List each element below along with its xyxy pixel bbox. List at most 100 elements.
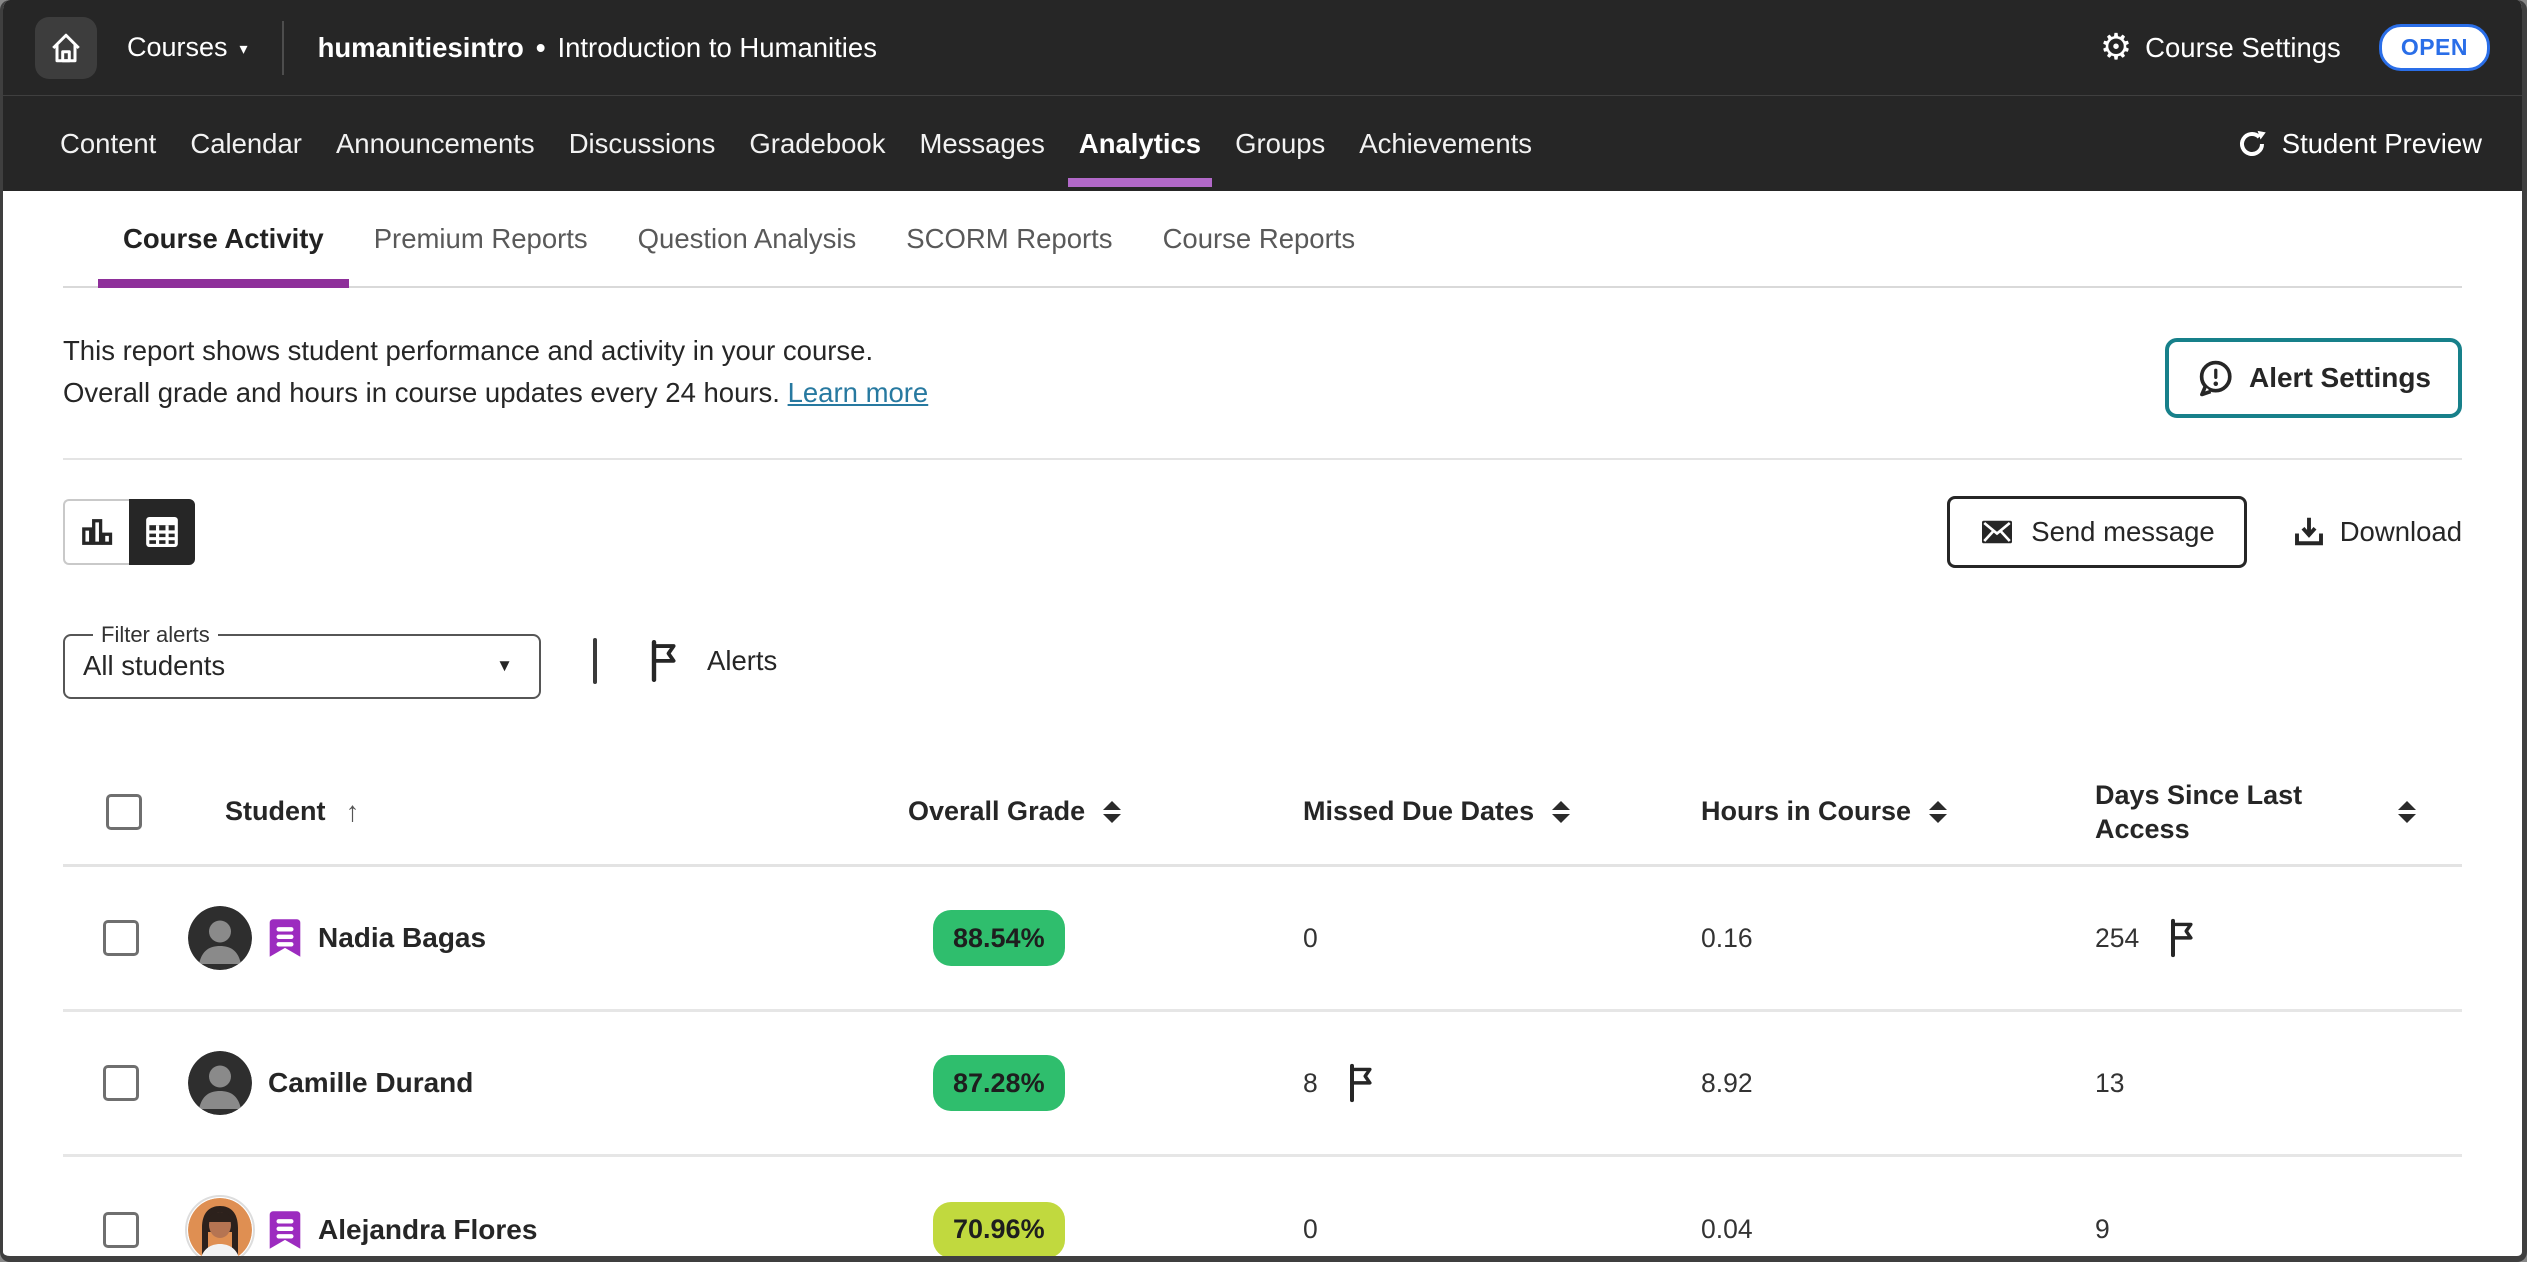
- alert-settings-label: Alert Settings: [2248, 362, 2431, 393]
- column-header-overall-grade[interactable]: Overall Grade: [908, 796, 1086, 826]
- missed-due-dates-value: 0: [1303, 1214, 1318, 1244]
- avatar: [188, 1051, 252, 1115]
- learn-more-link[interactable]: Learn more: [787, 377, 929, 408]
- column-header-student[interactable]: Student: [225, 796, 326, 826]
- chevron-down-icon: ▾: [239, 40, 248, 58]
- refresh-icon: [2239, 130, 2266, 156]
- filter-alerts-select[interactable]: Filter alerts All students ▼: [63, 622, 541, 699]
- analytics-subtabs: Course Activity Premium Reports Question A…: [63, 191, 2462, 288]
- download-label: Download: [2339, 516, 2462, 547]
- subtab-scorm-reports[interactable]: SCORM Reports: [906, 222, 1113, 254]
- hours-in-course-value: 0.04: [1701, 1214, 1753, 1244]
- report-description-line1: This report shows student performance an…: [63, 335, 874, 366]
- overall-grade-badge: 88.54%: [933, 910, 1065, 966]
- overall-grade-badge: 87.28%: [933, 1055, 1065, 1111]
- students-table: Student ↑ Overall Grade Missed Due Dates…: [63, 759, 2462, 1256]
- view-toggle: [63, 499, 195, 565]
- missed-due-dates-value: 0: [1303, 922, 1318, 953]
- missed-due-dates-value: 8: [1303, 1067, 1318, 1098]
- nav-tab-achievements[interactable]: Achievements: [1359, 127, 1533, 159]
- table-row: Alejandra Flores 70.96% 0 0.04 9: [63, 1157, 2462, 1256]
- send-message-button[interactable]: Send message: [1947, 496, 2247, 568]
- separator-dot: •: [535, 31, 546, 63]
- alert-settings-button[interactable]: Alert Settings: [2164, 338, 2462, 418]
- table-header-row: Student ↑ Overall Grade Missed Due Dates…: [63, 759, 2462, 867]
- controls-row: Send message Download: [63, 496, 2462, 568]
- accommodations-icon: [269, 919, 301, 957]
- topbar: Courses ▾ humanitiesintro • Introduction…: [3, 0, 2522, 95]
- nav-tab-messages[interactable]: Messages: [919, 127, 1045, 159]
- student-name[interactable]: Alejandra Flores: [318, 1213, 538, 1245]
- flag-icon: [2171, 918, 2193, 958]
- report-description-line2: Overall grade and hours in course update…: [63, 377, 929, 408]
- table-grid-icon: [146, 516, 178, 548]
- row-checkbox[interactable]: [103, 1211, 139, 1248]
- subtab-course-activity[interactable]: Course Activity: [98, 191, 349, 288]
- avatar: [185, 1194, 255, 1256]
- table-row: Nadia Bagas 88.54% 0 0.16 254: [63, 867, 2462, 1012]
- avatar: [188, 906, 252, 970]
- sort-icon[interactable]: [1103, 800, 1122, 823]
- column-header-days-since-last-access[interactable]: Days Since Last Access: [2095, 779, 2303, 844]
- sort-ascending-icon: ↑: [345, 795, 360, 827]
- course-name: Introduction to Humanities: [557, 31, 877, 63]
- nav-tab-discussions[interactable]: Discussions: [568, 127, 716, 159]
- alert-bubble-icon: [2199, 360, 2232, 397]
- days-since-last-access-value: 254: [2095, 922, 2140, 953]
- nav-tab-content[interactable]: Content: [60, 127, 157, 159]
- days-since-last-access-value: 9: [2095, 1214, 2110, 1244]
- select-all-checkbox[interactable]: [106, 793, 142, 830]
- column-header-hours-in-course[interactable]: Hours in Course: [1701, 796, 1912, 826]
- hours-in-course-value: 8.92: [1701, 1067, 1753, 1098]
- send-message-label: Send message: [2031, 516, 2215, 547]
- open-status-badge[interactable]: OPEN: [2378, 24, 2490, 71]
- courses-label: Courses: [127, 32, 228, 62]
- sort-icon[interactable]: [2398, 800, 2416, 823]
- report-header: This report shows student performance an…: [63, 288, 2462, 418]
- student-name[interactable]: Nadia Bagas: [318, 922, 487, 953]
- topbar-divider: [281, 20, 284, 75]
- sort-icon[interactable]: [1929, 800, 1948, 823]
- courses-menu-button[interactable]: Courses ▾: [127, 32, 248, 63]
- nav-tab-analytics[interactable]: Analytics: [1062, 96, 1218, 191]
- download-button[interactable]: Download: [2291, 514, 2462, 550]
- section-divider: [63, 458, 2462, 460]
- accommodations-icon: [269, 1210, 301, 1249]
- nav-tab-groups[interactable]: Groups: [1235, 127, 1326, 159]
- course-settings-label: Course Settings: [2145, 31, 2341, 63]
- course-id: humanitiesintro: [317, 31, 524, 63]
- table-view-button[interactable]: [129, 499, 195, 565]
- nav-tab-gradebook[interactable]: Gradebook: [749, 127, 886, 159]
- filter-alerts-value: All students: [83, 650, 226, 681]
- gear-icon: ⚙: [2099, 26, 2133, 68]
- days-since-last-access-value: 13: [2095, 1067, 2125, 1098]
- subtab-course-reports[interactable]: Course Reports: [1162, 222, 1356, 254]
- home-icon: [52, 33, 80, 62]
- hours-in-course-value: 0.16: [1701, 922, 1753, 953]
- sort-icon[interactable]: [1552, 800, 1571, 823]
- column-header-missed-due-dates[interactable]: Missed Due Dates: [1303, 796, 1535, 826]
- bar-chart-icon: [82, 519, 113, 545]
- subtab-question-analysis[interactable]: Question Analysis: [637, 222, 857, 254]
- chart-view-button[interactable]: [63, 499, 129, 565]
- alerts-label: Alerts: [707, 644, 778, 676]
- flag-icon: [1349, 1063, 1372, 1103]
- filter-row: Filter alerts All students ▼ Alerts: [63, 622, 2462, 699]
- table-row: Camille Durand 87.28% 8 8.92 13: [63, 1012, 2462, 1157]
- home-button[interactable]: [35, 16, 97, 79]
- student-name[interactable]: Camille Durand: [268, 1067, 474, 1098]
- student-preview-button[interactable]: Student Preview: [2236, 96, 2482, 191]
- course-nav: Content Calendar Announcements Discussions G…: [3, 95, 2522, 191]
- row-checkbox[interactable]: [103, 920, 139, 956]
- nav-tab-calendar[interactable]: Calendar: [190, 127, 302, 159]
- nav-tab-announcements[interactable]: Announcements: [335, 127, 535, 159]
- course-settings-button[interactable]: ⚙ Course Settings: [2099, 26, 2341, 68]
- overall-grade-badge: 70.96%: [933, 1201, 1065, 1256]
- row-checkbox[interactable]: [103, 1065, 139, 1101]
- download-icon: [2294, 517, 2323, 546]
- student-preview-label: Student Preview: [2281, 127, 2482, 159]
- subtab-premium-reports[interactable]: Premium Reports: [373, 222, 588, 254]
- flag-icon: [651, 639, 676, 682]
- filter-alerts-legend: Filter alerts: [101, 622, 210, 647]
